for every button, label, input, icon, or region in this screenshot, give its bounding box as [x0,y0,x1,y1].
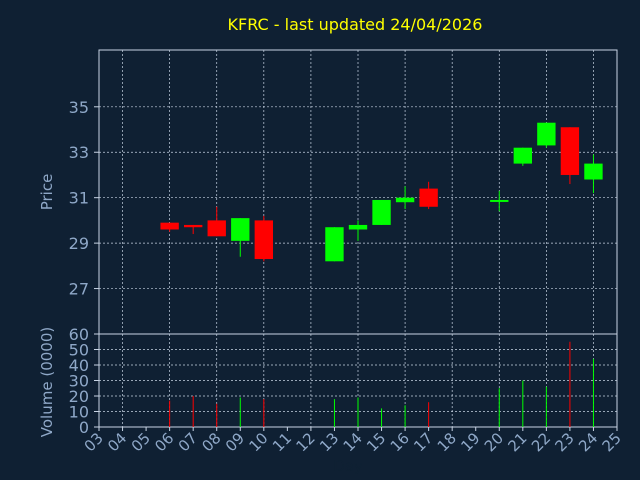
candle-body [490,199,509,202]
candle-body [560,127,580,175]
price-tick-label: 27 [69,280,89,299]
candle-body [160,222,179,230]
candle-body [584,163,603,180]
price-tick-label: 35 [69,98,89,117]
price-tick-label: 33 [69,143,89,162]
volume-tick-label: 60 [69,325,89,344]
candle-body [372,199,391,225]
candle-body [231,218,250,241]
price-tick-label: 29 [69,234,89,253]
candle-body [325,227,344,262]
volume-tick-label: 50 [69,341,89,360]
volume-axis-label: Volume (0000) [38,327,56,437]
candle-body [254,220,274,260]
candle-body [513,147,533,164]
chart-title: KFRC - last updated 24/04/2026 [228,15,483,34]
candle-body [395,197,415,203]
price-tick-label: 31 [69,189,89,208]
candle-body [348,224,368,230]
candle-body [183,224,203,228]
volume-tick-label: 20 [69,387,89,406]
volume-tick-label: 10 [69,403,89,422]
x-axis-label: Day [333,457,363,475]
volume-tick-label: 30 [69,372,89,391]
volume-tick-label: 40 [69,356,89,375]
price-axis-label: Price [38,174,56,211]
candle-body [419,188,438,207]
volume-tick-label: 0 [79,418,89,437]
candle-body [537,122,556,146]
x-axis: 0304050607080910111213141516171819202122… [81,427,625,455]
price-panel: 27 29 31 33 35 [69,49,618,335]
candle-body [207,220,226,237]
